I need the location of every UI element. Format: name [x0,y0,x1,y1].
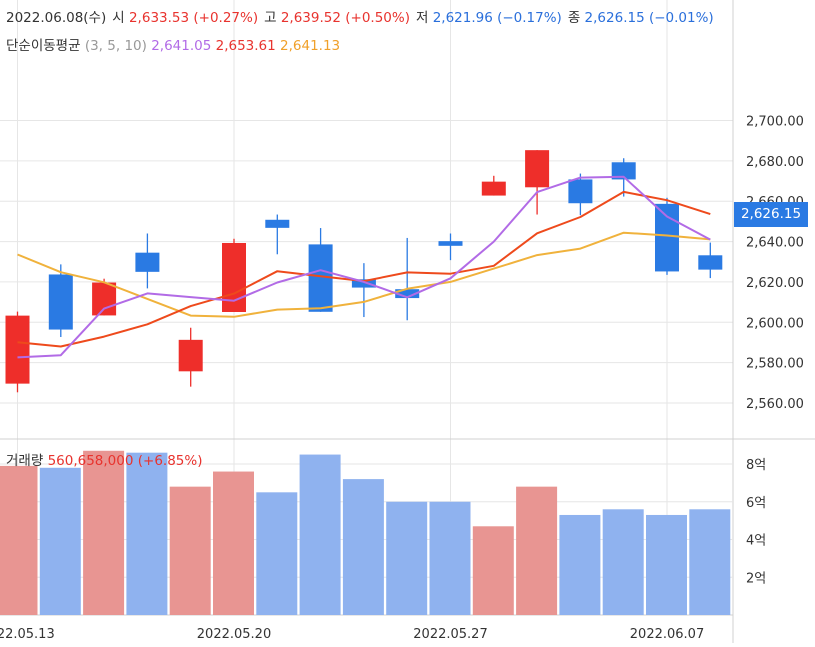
y-tick-label: 2,680.00 [746,155,804,170]
volume-bar[interactable] [689,509,731,615]
ma3-value: 2,641.05 [151,38,212,54]
candle-body[interactable] [525,150,550,188]
volume-legend: 거래량 560,658,000 (+6.85%) [6,449,202,469]
low-label: 저 [415,10,429,26]
candle-body[interactable] [178,339,203,372]
current-price-tag: 2,626.15 [734,202,808,227]
volume-bar[interactable] [39,467,81,615]
volume-bar[interactable] [386,501,428,615]
open-value: 2,633.53 (+0.27%) [128,10,259,26]
x-tick-label: 2022.06.07 [630,627,704,642]
ohlc-info-line: 2022.06.08(수) 시 2,633.53 (+0.27%) 고 2,639.… [6,6,714,26]
volume-bar[interactable] [256,492,298,615]
candle-body[interactable] [698,255,723,270]
volume-legend-label: 거래량 [6,453,44,469]
y-tick-label: 2,580.00 [746,357,804,372]
candle-body[interactable] [48,274,73,330]
ma-legend-params: (3, 5, 10) [84,38,147,54]
candle-body[interactable] [568,179,593,204]
candle-body[interactable] [5,315,30,384]
ma-legend: 단순이동평균 (3, 5, 10) 2,641.05 2,653.61 2,64… [6,34,340,54]
y-tick-label: 2,620.00 [746,276,804,291]
candle-body[interactable] [135,252,160,272]
volume-bar[interactable] [0,465,38,615]
ma5-value: 2,653.61 [215,38,276,54]
candle-body[interactable] [92,282,117,316]
y-tick-label: 2,700.00 [746,115,804,130]
x-tick-label: 2022.05.13 [0,627,55,642]
candle-body[interactable] [265,219,290,228]
high-value: 2,639.52 (+0.50%) [280,10,410,26]
volume-bar[interactable] [559,514,601,615]
volume-bar[interactable] [342,479,384,615]
volume-tick-label: 8억 [746,458,766,473]
volume-bar[interactable] [169,486,211,615]
candle-body[interactable] [351,279,376,288]
x-tick-label: 2022.05.27 [413,627,487,642]
volume-bar[interactable] [602,509,644,615]
x-tick-label: 2022.05.20 [197,627,271,642]
volume-bar[interactable] [213,471,254,615]
volume-bar[interactable] [429,501,471,615]
ma3-line [17,175,711,359]
candle-body[interactable] [481,181,506,196]
ma-legend-label: 단순이동평균 [6,38,81,54]
volume-bar[interactable] [646,514,687,615]
volume-bar[interactable] [516,486,558,615]
volume-legend-value: 560,658,000 (+6.85%) [47,453,203,469]
volume-bar[interactable] [472,526,514,615]
close-label: 종 [567,10,581,26]
volume-bar[interactable] [299,454,341,615]
y-tick-label: 2,600.00 [746,316,804,331]
low-value: 2,621.96 (−0.17%) [432,10,562,26]
volume-tick-label: 2억 [746,571,766,586]
y-tick-label: 2,640.00 [746,236,804,251]
date-label: 2022.06.08(수) [6,10,107,26]
y-tick-label: 2,560.00 [746,397,804,412]
volume-tick-label: 4억 [746,534,766,549]
open-label: 시 [112,10,125,26]
volume-bar[interactable] [126,452,168,615]
candle-body[interactable] [395,289,420,299]
volume-bar[interactable] [83,450,125,615]
candle-body[interactable] [438,241,463,246]
candle-body[interactable] [611,162,636,180]
candle-body[interactable] [655,203,679,272]
close-value: 2,626.15 (−0.01%) [584,10,714,26]
high-label: 고 [264,10,277,26]
ma10-line [17,231,711,318]
ma10-value: 2,641.13 [280,38,341,54]
volume-tick-label: 6억 [746,496,766,511]
